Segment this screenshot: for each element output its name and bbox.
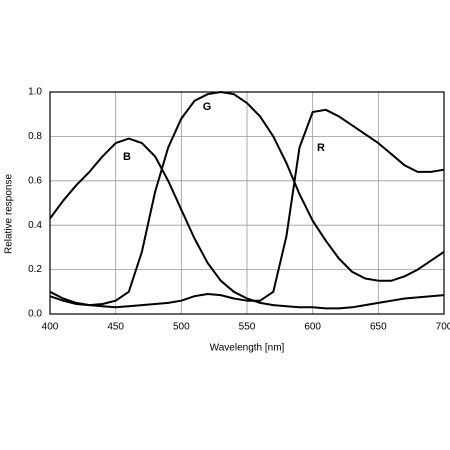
x-tick-label: 550 (239, 322, 256, 333)
x-tick-label: 700 (436, 322, 450, 333)
y-tick-label: 0.8 (28, 131, 42, 142)
x-axis-label: Wavelength [nm] (210, 343, 285, 354)
x-tick-label: 500 (173, 322, 190, 333)
x-tick-label: 650 (370, 322, 387, 333)
series-line (49, 91, 445, 307)
y-tick-label: 0.0 (28, 309, 42, 320)
series-label: G (203, 101, 212, 113)
y-tick-label: 1.0 (28, 87, 42, 98)
x-tick-label: 400 (42, 322, 59, 333)
y-axis-label: Relative response (4, 174, 15, 254)
series-label: R (317, 142, 325, 154)
y-tick-label: 0.2 (28, 264, 42, 275)
series-line (49, 137, 445, 310)
series-label: B (123, 151, 131, 163)
y-tick-label: 0.4 (28, 220, 42, 231)
y-tick-label: 0.6 (28, 175, 42, 186)
x-tick-label: 600 (304, 322, 321, 333)
x-tick-label: 450 (107, 322, 124, 333)
series-line (49, 108, 445, 309)
plot-frame (49, 91, 445, 315)
